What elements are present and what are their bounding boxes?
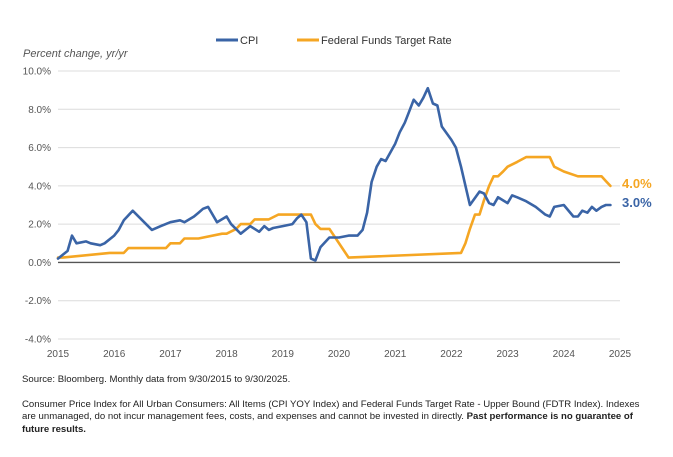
line-chart: Percent change, yr/yr -4.0% -2.0% 0.0% 2.0%… — [23, 35, 652, 360]
x-tick-label: 2021 — [384, 349, 407, 360]
disclosure-text: Consumer Price Index for All Urban Consu… — [22, 398, 640, 423]
disclosure-bold-text: Past performance is no guarantee of futu… — [22, 411, 633, 435]
chart-notes: Source: Bloomberg. Monthly data from 9/3… — [22, 374, 654, 448]
gridlines — [58, 70, 620, 340]
end-label: 4.0% — [622, 176, 652, 191]
x-tick-label: 2020 — [328, 349, 351, 360]
y-tick-label: 6.0% — [28, 143, 51, 154]
x-tick-label: 2019 — [272, 349, 295, 360]
x-tick-label: 2018 — [215, 349, 238, 360]
y-tick-label: -4.0% — [25, 335, 51, 346]
y-tick-label: 2.0% — [28, 220, 51, 231]
y-tick-label: 8.0% — [28, 105, 51, 116]
x-tick-label: 2016 — [103, 349, 126, 360]
x-tick-label: 2015 — [47, 349, 70, 360]
x-tick-label: 2024 — [553, 349, 576, 360]
end-labels: 3.0% 4.0% — [622, 176, 652, 210]
y-tick-label: 4.0% — [28, 181, 51, 192]
disclosure-note: Consumer Price Index for All Urban Consu… — [22, 399, 654, 437]
source-note: Source: Bloomberg. Monthly data from 9/3… — [22, 374, 291, 385]
x-tick-label: 2022 — [440, 349, 463, 360]
y-tick-label: 0.0% — [28, 258, 51, 269]
series-lines — [56, 86, 612, 262]
legend-label: Federal Funds Target Rate — [321, 35, 452, 47]
y-axis-title: Percent change, yr/yr — [23, 48, 129, 60]
x-tick-label: 2025 — [609, 349, 632, 360]
series-line-cpi — [56, 86, 612, 262]
series-line-fed-funds — [56, 155, 612, 259]
x-tick-label: 2023 — [496, 349, 519, 360]
y-tick-labels: -4.0% -2.0% 0.0% 2.0% 4.0% 6.0% 8.0% 10.0% — [23, 67, 51, 346]
x-tick-label: 2017 — [159, 349, 182, 360]
x-tick-labels: 2015 2016 2017 2018 2019 2020 2021 2022 2023 2024… — [47, 349, 632, 360]
y-tick-label: 10.0% — [23, 67, 51, 78]
legend: CPI Federal Funds Target Rate — [216, 35, 452, 47]
legend-label: CPI — [240, 35, 258, 47]
end-label: 3.0% — [622, 195, 652, 210]
y-tick-label: -2.0% — [25, 296, 51, 307]
